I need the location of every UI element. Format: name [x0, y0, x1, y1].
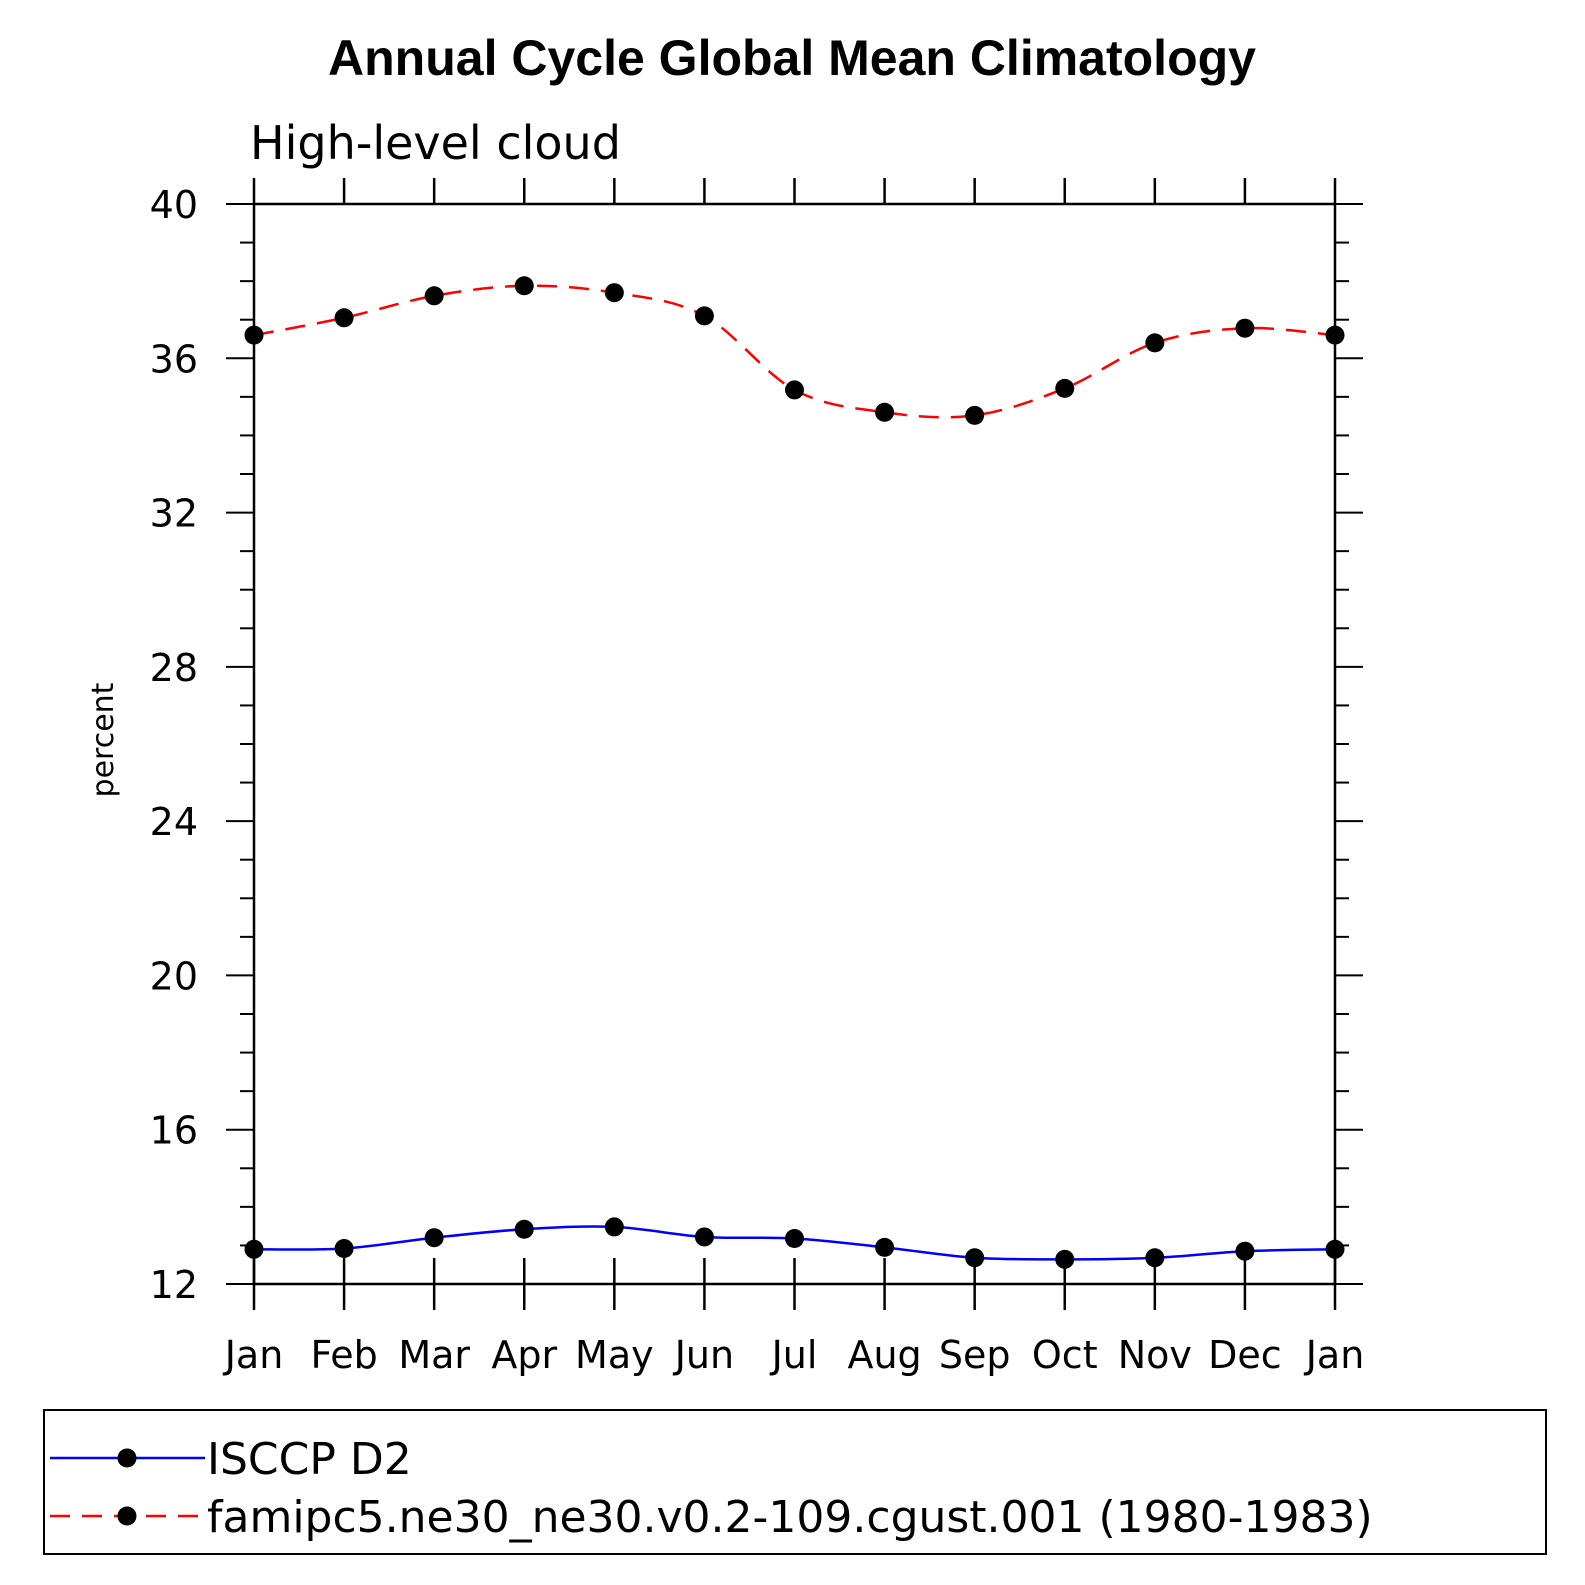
legend: ISCCP D2 famipc5.ne30_ne30.v0.2-109.cgust…	[43, 1409, 1547, 1555]
x-tick-label: Jun	[673, 1333, 734, 1377]
chart-subtitle: High-level cloud	[250, 116, 621, 170]
data-point	[1145, 333, 1165, 353]
data-point	[424, 1228, 444, 1248]
data-point	[694, 1227, 714, 1247]
data-point	[514, 1219, 534, 1239]
data-point	[604, 283, 624, 303]
legend-label: ISCCP D2	[207, 1434, 412, 1485]
axis-ticks	[226, 178, 1363, 1310]
y-tick-labels: 12 16 20 24 28 32 36 40	[150, 183, 198, 1307]
y-tick-label: 12	[150, 1263, 198, 1307]
chart-title: Annual Cycle Global Mean Climatology	[328, 30, 1256, 86]
x-tick-label: Jan	[1304, 1333, 1365, 1377]
data-point	[334, 1239, 354, 1259]
data-point	[694, 306, 714, 326]
data-point	[875, 1237, 895, 1257]
data-point	[875, 402, 895, 422]
x-tick-label: Jan	[223, 1333, 284, 1377]
data-point	[965, 405, 985, 425]
y-tick-label: 36	[150, 337, 198, 381]
legend-label: famipc5.ne30_ne30.v0.2-109.cgust.001 (19…	[207, 1492, 1373, 1543]
x-tick-label: Feb	[310, 1333, 377, 1377]
x-tick-label: May	[575, 1333, 654, 1377]
data-point	[1145, 1248, 1165, 1268]
legend-box	[43, 1409, 1547, 1555]
data-point	[965, 1248, 985, 1268]
x-tick-label: Apr	[491, 1333, 557, 1377]
x-tick-label: Mar	[398, 1333, 470, 1377]
data-point	[1235, 318, 1255, 338]
data-point	[785, 1228, 804, 1248]
x-tick-label: Sep	[939, 1333, 1011, 1377]
x-tick-label: Nov	[1118, 1333, 1192, 1377]
legend-marker	[117, 1448, 137, 1468]
data-point	[514, 276, 534, 296]
x-tick-labels: Jan Feb Mar Apr May Jun Jul Aug Sep Oct Nov Dec Jan	[223, 1333, 1365, 1377]
data-point	[785, 380, 804, 400]
y-tick-label: 40	[150, 183, 198, 227]
series-1	[244, 276, 1345, 425]
data-point	[1055, 1249, 1075, 1269]
data-point	[604, 1217, 624, 1237]
x-tick-label: Jul	[770, 1333, 818, 1377]
y-tick-label: 20	[150, 954, 198, 998]
data-point	[244, 325, 264, 345]
x-tick-label: Dec	[1208, 1333, 1282, 1377]
data-point	[1325, 1239, 1345, 1259]
series-0	[244, 1217, 1345, 1269]
y-axis-label: percent	[86, 682, 121, 797]
x-tick-label: Oct	[1032, 1333, 1098, 1377]
series-layer	[244, 276, 1345, 1269]
data-point	[1235, 1241, 1255, 1261]
y-tick-label: 16	[150, 1109, 198, 1153]
data-point	[244, 1239, 264, 1259]
plot-frame	[252, 202, 1337, 1286]
data-point	[1325, 325, 1345, 345]
data-point	[424, 286, 444, 306]
legend-marker	[117, 1506, 137, 1526]
y-tick-label: 32	[150, 492, 198, 536]
x-tick-label: Aug	[847, 1333, 921, 1377]
data-point	[1055, 378, 1075, 398]
y-tick-label: 24	[150, 800, 198, 844]
data-point	[334, 308, 354, 328]
y-tick-label: 28	[150, 646, 198, 690]
